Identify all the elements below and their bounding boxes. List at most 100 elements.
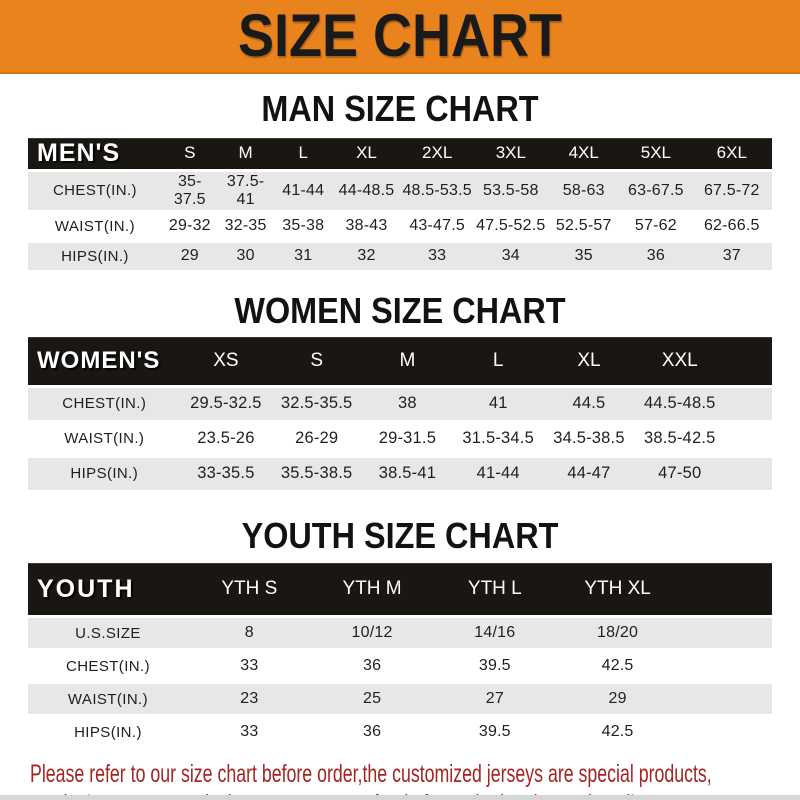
size-column-header: YTH S bbox=[187, 563, 311, 616]
table-row: HIPS(IN.) 33 36 39.5 42.5 bbox=[28, 717, 772, 748]
size-cell: 37 bbox=[691, 242, 772, 270]
youth-corner-label: YOUTH bbox=[28, 563, 188, 616]
size-cell: 57-62 bbox=[620, 212, 692, 240]
size-cell: 23.5-26 bbox=[180, 422, 272, 455]
size-column-header: YTH L bbox=[433, 563, 557, 616]
size-cell: 58-63 bbox=[547, 171, 621, 210]
spacer-cell bbox=[725, 457, 772, 490]
size-column-header: M bbox=[217, 137, 274, 169]
size-cell: 42.5 bbox=[556, 651, 679, 682]
row-label: HIPS(IN.) bbox=[28, 242, 162, 270]
row-label: WAIST(IN.) bbox=[28, 212, 162, 240]
size-cell: 41-44 bbox=[273, 171, 334, 210]
heading-text: YOUTH SIZE CHART bbox=[241, 514, 559, 556]
size-cell: 62-66.5 bbox=[691, 212, 772, 240]
disclaimer-line-1: Please refer to our size chart before or… bbox=[30, 760, 712, 789]
table-row: CHEST(IN.) 33 36 39.5 42.5 bbox=[28, 651, 772, 682]
women-size-chart-heading: WOMEN SIZE CHART bbox=[0, 289, 800, 331]
spacer-cell bbox=[725, 422, 772, 455]
size-column-header: XS bbox=[180, 336, 272, 385]
size-cell: 44.5 bbox=[543, 387, 635, 420]
row-label: U.S.SIZE bbox=[28, 618, 188, 649]
size-cell: 44-47 bbox=[543, 457, 635, 490]
size-cell: 31 bbox=[273, 242, 334, 270]
size-column-header: 3XL bbox=[474, 137, 548, 169]
banner-title: SIZE CHART bbox=[238, 2, 562, 69]
spacer-cell bbox=[725, 336, 772, 385]
size-column-header: XL bbox=[543, 336, 635, 385]
table-row: HIPS(IN.) 33-35.5 35.5-38.5 38.5-41 41-44 44-… bbox=[28, 457, 772, 490]
size-cell: 29 bbox=[161, 242, 218, 270]
size-cell: 38.5-42.5 bbox=[634, 422, 726, 455]
size-column-header: 6XL bbox=[691, 137, 772, 169]
table-header-row: YOUTH YTH S YTH M YTH L YTH XL bbox=[28, 563, 772, 616]
size-cell: 52.5-57 bbox=[547, 212, 621, 240]
table-row: WAIST(IN.) 23 25 27 29 bbox=[28, 684, 772, 715]
size-column-header: L bbox=[273, 137, 334, 169]
size-column-header: M bbox=[362, 336, 453, 385]
size-cell: 47-50 bbox=[634, 457, 726, 490]
size-cell: 10/12 bbox=[310, 618, 434, 649]
size-cell: 29.5-32.5 bbox=[180, 387, 272, 420]
heading-text: WOMEN SIZE CHART bbox=[234, 289, 566, 331]
size-cell: 29 bbox=[556, 684, 679, 715]
size-cell: 33 bbox=[399, 242, 475, 270]
size-cell: 35.5-38.5 bbox=[271, 457, 363, 490]
size-chart-sections: MAN SIZE CHART MEN'S S M L XL 2XL 3XL 4XL 5XL 6XL C… bbox=[0, 90, 800, 750]
row-label: CHEST(IN.) bbox=[28, 651, 188, 682]
size-cell: 48.5-53.5 bbox=[399, 171, 475, 210]
table-row: HIPS(IN.) 29 30 31 32 33 34 35 36 37 bbox=[28, 242, 772, 270]
size-cell: 41-44 bbox=[452, 457, 544, 490]
bottom-edge-strip bbox=[0, 795, 800, 800]
size-cell: 38-43 bbox=[333, 212, 400, 240]
size-cell: 35 bbox=[547, 242, 621, 270]
size-cell: 29-31.5 bbox=[362, 422, 453, 455]
row-label: WAIST(IN.) bbox=[28, 422, 181, 455]
size-column-header: YTH XL bbox=[556, 563, 679, 616]
size-cell: 32-35 bbox=[217, 212, 274, 240]
table-header-row: WOMEN'S XS S M L XL XXL bbox=[28, 336, 772, 385]
table-row: CHEST(IN.) 35-37.5 37.5-41 41-44 44-48.5 48.5… bbox=[28, 171, 772, 210]
men-size-chart-heading: MAN SIZE CHART bbox=[0, 90, 800, 128]
size-cell: 32.5-35.5 bbox=[271, 387, 363, 420]
spacer-cell bbox=[678, 684, 772, 715]
size-column-header: YTH M bbox=[310, 563, 434, 616]
size-cell: 33 bbox=[187, 651, 311, 682]
size-cell: 36 bbox=[310, 717, 434, 748]
size-cell: 44.5-48.5 bbox=[634, 387, 726, 420]
heading-text: MAN SIZE CHART bbox=[261, 88, 539, 129]
table-row: CHEST(IN.) 29.5-32.5 32.5-35.5 38 41 44.5 44.5… bbox=[28, 387, 772, 420]
size-column-header: XXL bbox=[634, 336, 726, 385]
size-cell: 47.5-52.5 bbox=[474, 212, 548, 240]
size-cell: 30 bbox=[217, 242, 274, 270]
size-cell: 8 bbox=[187, 618, 311, 649]
size-column-header: S bbox=[271, 336, 363, 385]
youth-size-table: YOUTH YTH S YTH M YTH L YTH XL U.S.SIZE 8 10/12… bbox=[28, 560, 772, 750]
women-size-table: WOMEN'S XS S M L XL XXL CHEST(IN.) 29.5-32.5 32.5… bbox=[28, 334, 772, 493]
row-label: CHEST(IN.) bbox=[28, 387, 181, 420]
size-cell: 18/20 bbox=[556, 618, 679, 649]
size-column-header: 4XL bbox=[547, 137, 621, 169]
size-column-header: 5XL bbox=[620, 137, 692, 169]
size-cell: 14/16 bbox=[433, 618, 557, 649]
size-cell: 38 bbox=[362, 387, 453, 420]
size-cell: 43-47.5 bbox=[399, 212, 475, 240]
size-cell: 38.5-41 bbox=[362, 457, 453, 490]
size-cell: 44-48.5 bbox=[333, 171, 400, 210]
men-size-table: MEN'S S M L XL 2XL 3XL 4XL 5XL 6XL CHEST(IN.) 35-37… bbox=[28, 135, 772, 273]
disclaimer: Please refer to our size chart before or… bbox=[30, 759, 800, 800]
size-cell: 32 bbox=[333, 242, 400, 270]
size-cell: 26-29 bbox=[271, 422, 363, 455]
size-column-header: L bbox=[452, 336, 544, 385]
size-cell: 67.5-72 bbox=[691, 171, 772, 210]
size-column-header: XL bbox=[333, 137, 400, 169]
size-cell: 36 bbox=[620, 242, 692, 270]
banner: SIZE CHART bbox=[0, 0, 800, 74]
row-label: WAIST(IN.) bbox=[28, 684, 188, 715]
spacer-cell bbox=[678, 717, 772, 748]
size-cell: 37.5-41 bbox=[217, 171, 274, 210]
size-cell: 35-38 bbox=[273, 212, 334, 240]
row-label: CHEST(IN.) bbox=[28, 171, 162, 210]
size-cell: 35-37.5 bbox=[161, 171, 218, 210]
